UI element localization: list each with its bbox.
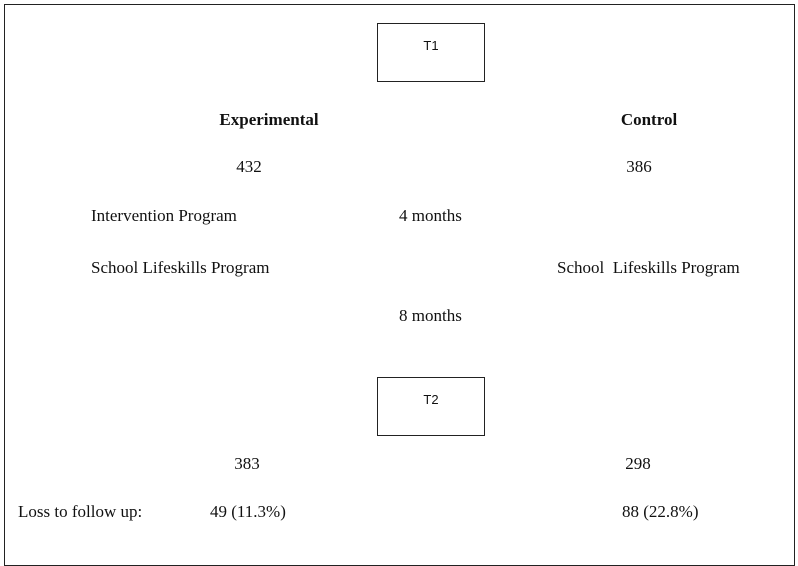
duration: 8 months [399,306,462,325]
time-label: T2 [423,392,439,407]
count: 383 [234,454,260,473]
program: School Lifeskills Program [91,258,270,277]
time-box: T2 [377,377,485,436]
loss-label: Loss to follow up: [18,502,143,521]
count: 432 [236,157,262,176]
group-name: Control [620,110,678,129]
diagram-frame: T1 Experimental Control 432 386 Interven… [4,4,795,566]
count: 298 [625,454,651,473]
time-label: T1 [423,38,439,53]
count: 386 [626,157,652,176]
group-name: Experimental [219,110,319,129]
program: Intervention Program [91,206,237,225]
loss: 49 (11.3%) [210,502,286,521]
duration: 4 months [399,206,462,225]
time-box: T1 [377,23,485,82]
program: School Lifeskills Program [557,258,740,277]
loss: 88 (22.8%) [622,502,699,521]
